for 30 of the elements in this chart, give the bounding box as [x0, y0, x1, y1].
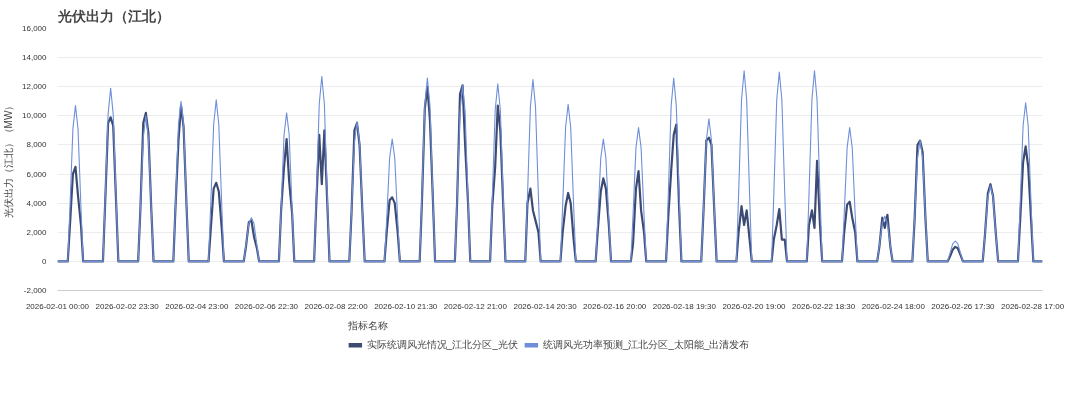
x-tick-label: 2026-02-08 22:00	[304, 301, 369, 311]
x-tick-label: 2026-02-12 21:00	[443, 301, 508, 311]
legend-title: 指标名称	[347, 318, 389, 333]
y-tick-label: 2,000	[26, 227, 48, 237]
x-tick-label: 2026-02-06 22:30	[234, 301, 299, 311]
y-tick-label: 16,000	[22, 24, 48, 33]
x-tick-label: 2026-02-16 20:00	[583, 301, 647, 311]
y-tick-label: 14,000	[22, 53, 48, 63]
x-tick-label: 2026-02-28 17:00	[1001, 301, 1065, 311]
x-tick-label: 2026-02-10 21:30	[374, 301, 438, 311]
x-tick-label: 2026-02-14 20:30	[513, 301, 578, 311]
y-tick-label: 6,000	[26, 169, 48, 179]
chart-title: 光伏出力（江北）	[56, 7, 170, 24]
y-tick-label: 10,000	[22, 111, 48, 121]
y-axis-title: 光伏出力（江北）（MW）	[3, 100, 15, 219]
y-tick-label: 4,000	[26, 198, 48, 208]
x-tick-label: 2026-02-20 19:00	[722, 301, 787, 311]
legend-label: 实际统调风光情况_江北分区_光伏	[366, 337, 518, 352]
y-tick-label: -2,000	[23, 286, 48, 295]
x-tick-label: 2026-02-26 17:30	[931, 301, 996, 311]
x-tick-label: 2026-02-24 18:00	[861, 301, 926, 311]
x-tick-label: 2026-02-02 23:30	[95, 301, 160, 311]
x-tick-label: 2026-02-04 23:00	[165, 301, 229, 311]
x-tick-label: 2026-02-22 18:30	[792, 301, 856, 311]
y-tick-label: 12,000	[22, 82, 48, 92]
y-tick-label: 8,000	[26, 140, 48, 150]
y-tick-label: 0	[42, 256, 48, 266]
x-tick-label: 2026-02-01 00:00	[25, 301, 90, 311]
x-tick-label: 2026-02-18 19:30	[652, 301, 717, 311]
legend-label: 统调风光功率预测_江北分区_太阳能_出清发布	[542, 337, 750, 352]
